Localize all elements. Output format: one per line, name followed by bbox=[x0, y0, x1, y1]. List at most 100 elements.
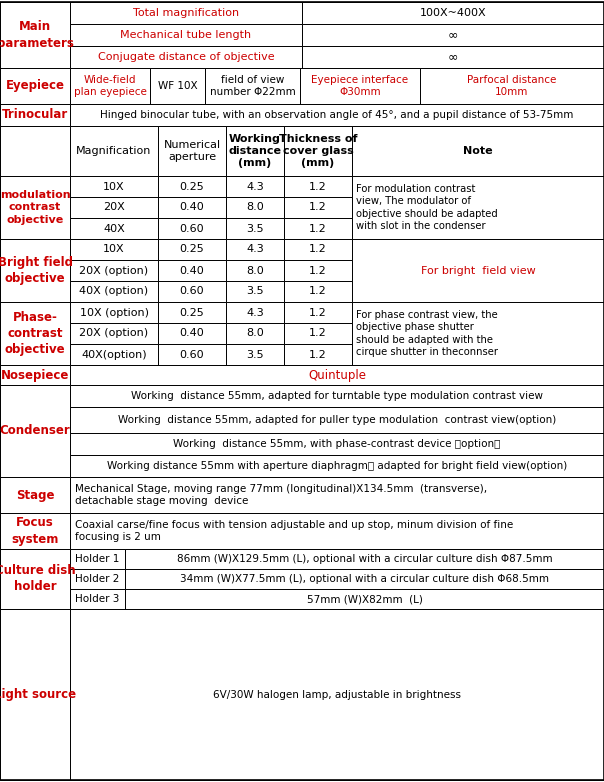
Text: Mechanical tube length: Mechanical tube length bbox=[120, 30, 251, 40]
Text: 1.2: 1.2 bbox=[309, 350, 327, 360]
Text: 34mm (W)X77.5mm (L), optional with a circular culture dish Φ68.5mm: 34mm (W)X77.5mm (L), optional with a cir… bbox=[180, 574, 549, 584]
Text: Working  distance 55mm, adapted for turntable type modulation contrast view: Working distance 55mm, adapted for turnt… bbox=[131, 391, 543, 401]
Bar bbox=[0, 513, 70, 549]
Bar bbox=[0, 68, 70, 104]
Bar bbox=[70, 609, 604, 780]
Bar bbox=[284, 239, 352, 260]
Bar bbox=[70, 365, 604, 385]
Bar bbox=[226, 176, 284, 197]
Bar bbox=[70, 260, 158, 281]
Bar bbox=[352, 239, 604, 302]
Text: For phase contrast view, the
objective phase shutter
should be adapted with the
: For phase contrast view, the objective p… bbox=[356, 310, 498, 357]
Text: Focus
system: Focus system bbox=[11, 516, 59, 546]
Text: Eyepiece interface
Φ30mm: Eyepiece interface Φ30mm bbox=[312, 75, 408, 97]
Bar bbox=[205, 68, 300, 104]
Text: Culture dish
holder: Culture dish holder bbox=[0, 565, 76, 594]
Text: Bright field
objective: Bright field objective bbox=[0, 256, 72, 285]
Bar bbox=[70, 323, 158, 344]
Text: Parfocal distance
10mm: Parfocal distance 10mm bbox=[467, 75, 557, 97]
Bar bbox=[70, 126, 158, 176]
Text: 0.60: 0.60 bbox=[179, 350, 204, 360]
Text: 40X (option): 40X (option) bbox=[80, 286, 149, 296]
Text: Working  distance 55mm, with phase-contrast device （option）: Working distance 55mm, with phase-contra… bbox=[173, 439, 501, 449]
Bar bbox=[158, 323, 226, 344]
Text: 100X~400X: 100X~400X bbox=[420, 8, 486, 18]
Bar bbox=[70, 197, 158, 218]
Text: 10X (option): 10X (option) bbox=[80, 307, 149, 317]
Text: Working  distance 55mm, adapted for puller type modulation  contrast view(option: Working distance 55mm, adapted for pulle… bbox=[118, 415, 556, 425]
Text: 8.0: 8.0 bbox=[246, 266, 264, 275]
Text: Nosepiece: Nosepiece bbox=[1, 368, 69, 382]
Text: 0.60: 0.60 bbox=[179, 286, 204, 296]
Bar bbox=[226, 218, 284, 239]
Bar bbox=[158, 176, 226, 197]
Bar bbox=[0, 126, 70, 176]
Bar bbox=[0, 385, 70, 477]
Bar bbox=[70, 176, 158, 197]
Bar bbox=[70, 281, 158, 302]
Text: 0.25: 0.25 bbox=[179, 307, 204, 317]
Text: Working distance 55mm with aperture diaphragm， adapted for bright field view(opt: Working distance 55mm with aperture diap… bbox=[107, 461, 567, 471]
Bar bbox=[158, 126, 226, 176]
Bar bbox=[0, 302, 70, 365]
Bar bbox=[158, 197, 226, 218]
Text: Conjugate distance of objective: Conjugate distance of objective bbox=[98, 52, 274, 62]
Bar bbox=[158, 344, 226, 365]
Bar bbox=[158, 239, 226, 260]
Text: Main
parameters: Main parameters bbox=[0, 20, 74, 49]
Text: 86mm (W)X129.5mm (L), optional with a circular culture dish Φ87.5mm: 86mm (W)X129.5mm (L), optional with a ci… bbox=[177, 554, 552, 564]
Bar bbox=[284, 281, 352, 302]
Bar bbox=[70, 2, 302, 24]
Text: 4.3: 4.3 bbox=[246, 307, 264, 317]
Bar bbox=[226, 239, 284, 260]
Text: 8.0: 8.0 bbox=[246, 203, 264, 213]
Text: 1.2: 1.2 bbox=[309, 328, 327, 339]
Bar bbox=[226, 281, 284, 302]
Text: Eyepiece: Eyepiece bbox=[5, 80, 65, 92]
Bar bbox=[70, 569, 125, 589]
Text: Magnification: Magnification bbox=[76, 146, 152, 156]
Text: modulation
contrast
objective: modulation contrast objective bbox=[0, 190, 70, 225]
Text: 0.60: 0.60 bbox=[179, 224, 204, 234]
Bar bbox=[70, 239, 158, 260]
Bar bbox=[70, 68, 150, 104]
Text: 20X (option): 20X (option) bbox=[80, 266, 149, 275]
Bar bbox=[125, 549, 604, 569]
Text: Condenser: Condenser bbox=[0, 425, 71, 437]
Text: Total magnification: Total magnification bbox=[133, 8, 239, 18]
Bar bbox=[226, 197, 284, 218]
Text: 0.40: 0.40 bbox=[179, 328, 204, 339]
Text: 6V/30W halogen lamp, adjustable in brightness: 6V/30W halogen lamp, adjustable in brigh… bbox=[213, 690, 461, 700]
Text: 40X: 40X bbox=[103, 224, 125, 234]
Text: Numerical
aperture: Numerical aperture bbox=[164, 140, 220, 162]
Text: 0.25: 0.25 bbox=[179, 245, 204, 254]
Bar bbox=[158, 218, 226, 239]
Bar bbox=[70, 302, 158, 323]
Text: Light source: Light source bbox=[0, 688, 76, 701]
Bar bbox=[284, 176, 352, 197]
Text: Stage: Stage bbox=[16, 489, 54, 501]
Bar bbox=[158, 302, 226, 323]
Text: Working
distance
(mm): Working distance (mm) bbox=[228, 134, 281, 168]
Bar bbox=[300, 68, 420, 104]
Text: ∞: ∞ bbox=[448, 51, 458, 63]
Bar bbox=[284, 323, 352, 344]
Text: 0.25: 0.25 bbox=[179, 181, 204, 192]
Text: Holder 2: Holder 2 bbox=[76, 574, 120, 584]
Bar bbox=[70, 549, 125, 569]
Text: 4.3: 4.3 bbox=[246, 245, 264, 254]
Bar bbox=[226, 344, 284, 365]
Bar bbox=[0, 176, 70, 239]
Bar bbox=[420, 68, 604, 104]
Bar bbox=[70, 477, 604, 513]
Bar bbox=[70, 589, 125, 609]
Text: For bright  field view: For bright field view bbox=[420, 266, 535, 275]
Text: Wide-field
plan eyepiece: Wide-field plan eyepiece bbox=[74, 75, 146, 97]
Text: 3.5: 3.5 bbox=[246, 224, 264, 234]
Bar bbox=[0, 104, 70, 126]
Bar bbox=[0, 549, 70, 609]
Bar bbox=[284, 260, 352, 281]
Bar bbox=[0, 477, 70, 513]
Bar bbox=[284, 197, 352, 218]
Bar bbox=[226, 260, 284, 281]
